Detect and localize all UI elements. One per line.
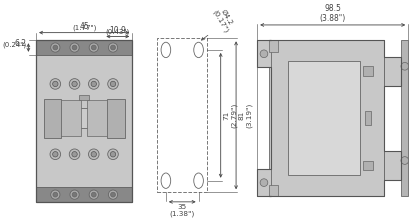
Circle shape — [50, 79, 61, 89]
Circle shape — [109, 43, 118, 52]
Bar — [36, 55, 132, 187]
Bar — [401, 40, 408, 196]
Circle shape — [92, 192, 96, 197]
Circle shape — [69, 149, 80, 159]
Bar — [384, 57, 401, 85]
Bar — [36, 40, 132, 55]
Text: Ø4.2
(0.17"): Ø4.2 (0.17") — [211, 5, 235, 34]
Ellipse shape — [161, 42, 171, 58]
Text: 35
(1.38"): 35 (1.38") — [170, 204, 195, 217]
Bar — [288, 62, 360, 175]
Circle shape — [89, 43, 99, 52]
Bar — [257, 40, 271, 67]
Bar — [107, 99, 124, 138]
Circle shape — [401, 62, 409, 70]
Circle shape — [91, 81, 97, 87]
Bar — [61, 108, 107, 128]
Bar — [36, 187, 132, 202]
Ellipse shape — [194, 42, 203, 58]
Circle shape — [69, 79, 80, 89]
Circle shape — [108, 149, 118, 159]
Text: 71
(2.79"): 71 (2.79") — [223, 103, 237, 128]
Circle shape — [72, 152, 77, 157]
Circle shape — [51, 43, 60, 52]
Circle shape — [260, 50, 268, 58]
Circle shape — [53, 45, 58, 50]
Circle shape — [110, 152, 116, 157]
Text: 10.9: 10.9 — [109, 26, 126, 35]
Ellipse shape — [194, 173, 203, 188]
Bar — [365, 112, 371, 125]
Bar — [363, 66, 373, 76]
Text: 81
(3.19"): 81 (3.19") — [239, 103, 253, 128]
Text: (0.43"): (0.43") — [106, 22, 130, 35]
Bar — [384, 151, 401, 180]
Text: (0.24"): (0.24") — [2, 34, 27, 47]
Circle shape — [51, 190, 60, 199]
Bar — [269, 40, 384, 196]
Circle shape — [72, 45, 77, 50]
Circle shape — [401, 157, 409, 164]
Bar — [363, 161, 373, 170]
Circle shape — [92, 45, 96, 50]
Circle shape — [70, 43, 79, 52]
Text: (1.77"): (1.77") — [72, 17, 97, 31]
Circle shape — [53, 81, 58, 87]
Bar — [61, 100, 81, 136]
Circle shape — [111, 192, 115, 197]
Circle shape — [53, 152, 58, 157]
Circle shape — [111, 45, 115, 50]
Bar — [44, 99, 61, 138]
Circle shape — [72, 81, 77, 87]
Circle shape — [91, 152, 97, 157]
Circle shape — [260, 179, 268, 186]
Bar — [269, 185, 278, 196]
Text: 45: 45 — [79, 22, 89, 31]
Ellipse shape — [161, 173, 171, 188]
Text: 98.5
(3.88"): 98.5 (3.88") — [319, 4, 346, 23]
Circle shape — [70, 190, 79, 199]
Bar — [87, 100, 107, 136]
Circle shape — [50, 149, 61, 159]
Circle shape — [89, 190, 99, 199]
Bar — [257, 169, 271, 196]
Bar — [269, 40, 278, 52]
Bar — [79, 95, 89, 100]
Circle shape — [72, 192, 77, 197]
Text: 6.2: 6.2 — [15, 39, 27, 47]
Circle shape — [109, 190, 118, 199]
Circle shape — [108, 79, 118, 89]
Circle shape — [89, 149, 99, 159]
Circle shape — [53, 192, 58, 197]
Bar — [157, 38, 207, 192]
Circle shape — [89, 79, 99, 89]
Bar — [36, 40, 132, 202]
Circle shape — [110, 81, 116, 87]
